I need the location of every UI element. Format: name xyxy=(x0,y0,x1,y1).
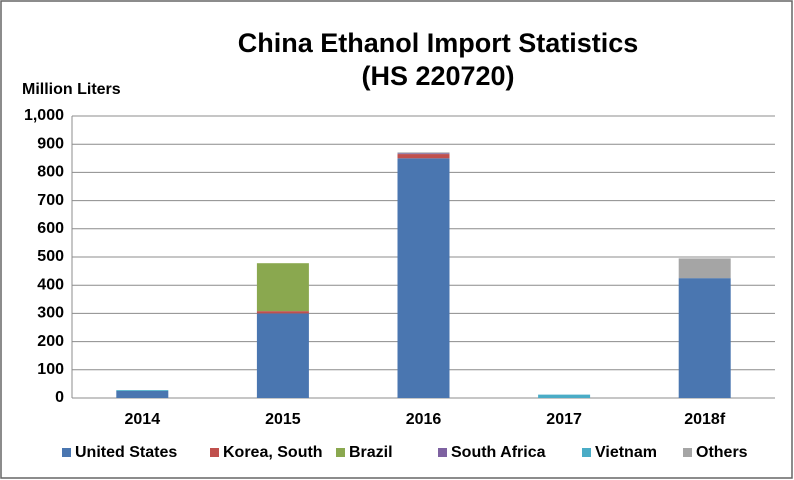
legend-swatch xyxy=(438,448,447,457)
y-tick-label: 400 xyxy=(37,276,64,293)
y-tick-label: 800 xyxy=(37,164,64,181)
x-tick-label: 2014 xyxy=(125,411,161,428)
bar-segment xyxy=(116,390,169,398)
x-tick-label: 2015 xyxy=(265,411,301,428)
legend-swatch xyxy=(336,448,345,457)
y-tick-label: 1,000 xyxy=(24,107,64,124)
bar-segment xyxy=(397,153,450,155)
chart-subtitle: (HS 220720) xyxy=(361,61,514,91)
bar-segment xyxy=(397,154,450,159)
y-tick-label: 700 xyxy=(37,192,64,209)
y-tick-label: 300 xyxy=(37,305,64,322)
bar-segment xyxy=(397,152,450,154)
bar-segment xyxy=(256,313,309,398)
legend-label: Korea, South xyxy=(223,444,323,461)
legend-label: United States xyxy=(75,444,177,461)
y-tick-label: 900 xyxy=(37,135,64,152)
x-tick-label: 2017 xyxy=(546,411,582,428)
bar-segment xyxy=(397,158,450,398)
chart-title: China Ethanol Import Statistics xyxy=(238,28,639,58)
y-axis-label: Million Liters xyxy=(22,81,121,98)
legend-label: South Africa xyxy=(451,444,546,461)
y-tick-label: 200 xyxy=(37,333,64,350)
bar-segment xyxy=(678,278,731,398)
y-tick-label: 600 xyxy=(37,220,64,237)
x-tick-label: 2018f xyxy=(684,411,726,428)
x-tick-label: 2016 xyxy=(406,411,442,428)
legend-swatch xyxy=(62,448,71,457)
bar-segment xyxy=(256,311,309,314)
legend-label: Others xyxy=(696,444,748,461)
bar-segment xyxy=(678,258,731,279)
legend-label: Brazil xyxy=(349,444,393,461)
bar-segment xyxy=(256,263,309,312)
legend-swatch xyxy=(210,448,219,457)
legend-label: Vietnam xyxy=(595,444,657,461)
y-tick-label: 100 xyxy=(37,361,64,378)
bar-segment xyxy=(116,390,169,391)
legend-swatch xyxy=(683,448,692,457)
bar-segment xyxy=(538,394,591,398)
y-tick-label: 0 xyxy=(55,389,64,406)
y-tick-label: 500 xyxy=(37,248,64,265)
legend-swatch xyxy=(582,448,591,457)
